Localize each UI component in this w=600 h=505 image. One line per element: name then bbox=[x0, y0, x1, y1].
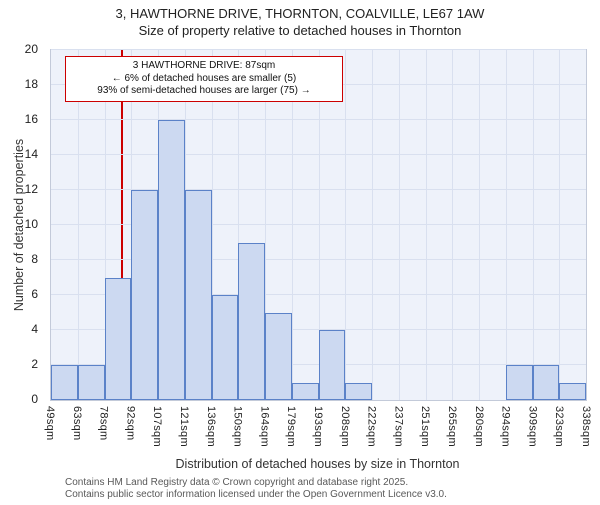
histogram-bar bbox=[238, 242, 265, 400]
annotation-line-1: 3 HAWTHORNE DRIVE: 87sqm bbox=[132, 60, 276, 71]
y-tick-label: 4 bbox=[31, 322, 38, 336]
y-tick-label: 12 bbox=[24, 182, 38, 196]
x-tick-label: 150sqm bbox=[231, 406, 244, 447]
histogram-bar bbox=[318, 330, 346, 400]
x-tick-label: 193sqm bbox=[312, 406, 324, 447]
y-tick-label: 20 bbox=[24, 42, 38, 56]
x-tick-label: 164sqm bbox=[258, 406, 271, 447]
y-tick-label: 6 bbox=[31, 287, 38, 301]
footer: Contains HM Land Registry data © Crown c… bbox=[65, 477, 447, 500]
gridline-vertical bbox=[345, 50, 347, 400]
y-tick-label: 0 bbox=[31, 392, 38, 406]
y-tick-label: 18 bbox=[24, 77, 38, 91]
gridline-vertical bbox=[211, 50, 213, 400]
x-tick-label: 222sqm bbox=[365, 406, 378, 447]
annotation-box: 3 HAWTHORNE DRIVE: 87sqm ← 6% of detache… bbox=[65, 56, 343, 102]
gridline-vertical bbox=[104, 50, 106, 400]
histogram-bar bbox=[184, 190, 212, 400]
x-tick-label: 208sqm bbox=[338, 406, 351, 447]
gridline-vertical bbox=[532, 50, 534, 400]
page-title: 3, HAWTHORNE DRIVE, THORNTON, COALVILLE,… bbox=[115, 6, 485, 21]
x-tick-label: 49sqm bbox=[44, 406, 56, 441]
plot-area: 3 HAWTHORNE DRIVE: 87sqm ← 6% of detache… bbox=[50, 49, 587, 401]
x-tick-label: 107sqm bbox=[151, 406, 164, 447]
annotation-line-3: 93% of semi-detached houses are larger (… bbox=[97, 85, 311, 96]
gridline-vertical bbox=[318, 50, 320, 400]
x-tick-label: 280sqm bbox=[472, 406, 485, 447]
histogram-bar bbox=[104, 277, 132, 400]
histogram-bar bbox=[291, 382, 319, 400]
chart-container: Number of detached properties 0 2 4 6 8 10 12 1… bbox=[0, 42, 600, 471]
gridline-vertical bbox=[479, 50, 480, 400]
y-tick-label: 16 bbox=[24, 112, 38, 126]
x-axis-label: Distribution of detached houses by size … bbox=[175, 457, 460, 471]
x-tick-label: 63sqm bbox=[70, 406, 83, 441]
histogram-bar bbox=[559, 382, 586, 400]
gridline-vertical bbox=[425, 50, 427, 400]
histogram-bar bbox=[77, 365, 105, 400]
x-tick-label: 136sqm bbox=[204, 406, 217, 447]
gridline-vertical bbox=[77, 50, 79, 400]
histogram-bar bbox=[211, 295, 239, 400]
gridline-vertical bbox=[238, 50, 240, 400]
histogram-bar bbox=[51, 365, 78, 400]
x-tick-label: 92sqm bbox=[124, 406, 137, 441]
x-tick-label: 294sqm bbox=[499, 406, 512, 447]
y-tick-label: 8 bbox=[31, 252, 38, 266]
y-axis-ticks: 0 2 4 6 8 10 12 14 16 18 20 bbox=[0, 42, 45, 406]
y-tick-label: 2 bbox=[31, 357, 38, 371]
x-tick-label: 265sqm bbox=[446, 406, 458, 447]
gridline-vertical bbox=[265, 50, 266, 400]
histogram-bar bbox=[505, 365, 533, 400]
gridline-vertical bbox=[398, 50, 400, 400]
histogram-bar bbox=[131, 190, 158, 400]
footer-line-2: Contains public sector information licen… bbox=[65, 488, 447, 500]
x-tick-label: 323sqm bbox=[553, 406, 566, 447]
x-tick-label: 309sqm bbox=[526, 406, 539, 447]
histogram-bar bbox=[158, 120, 185, 400]
y-tick-label: 10 bbox=[24, 217, 38, 231]
histogram-bar bbox=[265, 312, 292, 400]
x-tick-label: 251sqm bbox=[419, 406, 432, 447]
gridline-vertical bbox=[559, 50, 561, 400]
gridline-vertical bbox=[452, 50, 454, 400]
gridline-horizontal bbox=[51, 49, 586, 50]
gridline-vertical bbox=[291, 50, 293, 400]
marker-line bbox=[121, 50, 123, 400]
x-tick-label: 179sqm bbox=[285, 406, 298, 447]
x-tick-label: 121sqm bbox=[178, 406, 190, 447]
footer-line-1: Contains HM Land Registry data © Crown c… bbox=[65, 477, 409, 488]
x-tick-label: 78sqm bbox=[97, 406, 110, 441]
y-tick-label: 14 bbox=[24, 147, 38, 161]
x-axis-ticks: 49sqm 63sqm 78sqm 92sqm 107sqm 121sqm 136sqm 15… bbox=[44, 403, 592, 455]
histogram-bar bbox=[532, 365, 560, 400]
annotation-line-2: ← 6% of detached houses are smaller (5) bbox=[111, 72, 297, 84]
chart-subtitle: Size of property relative to detached ho… bbox=[138, 23, 462, 38]
x-tick-label: 338sqm bbox=[580, 406, 592, 447]
gridline-vertical bbox=[372, 50, 373, 400]
x-tick-label: 237sqm bbox=[392, 406, 405, 447]
histogram-bar bbox=[345, 382, 372, 400]
gridline-vertical bbox=[505, 50, 507, 400]
